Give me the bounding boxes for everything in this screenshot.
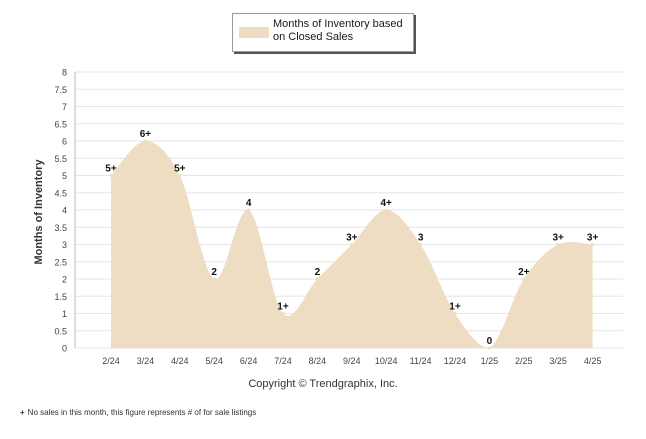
x-tick-label: 2/25 [515, 356, 533, 366]
data-label: 5+ [174, 164, 186, 175]
data-label: 2 [315, 267, 321, 278]
x-tick-label: 11/24 [410, 356, 432, 366]
y-tick-label: 6 [62, 137, 67, 147]
y-tick-label: 5 [62, 171, 67, 181]
data-point [453, 312, 457, 315]
y-tick-label: 7 [62, 102, 67, 112]
data-label: 0 [487, 336, 493, 347]
data-label: 5+ [105, 164, 117, 175]
data-point [281, 312, 285, 315]
data-point [178, 174, 182, 177]
legend: Months of Inventory based on Closed Sale… [232, 13, 414, 52]
x-tick-label: 1/25 [481, 356, 499, 366]
x-tick-label: 2/24 [102, 356, 120, 366]
data-label: 2 [211, 267, 217, 278]
footnote-text: No sales in this month, this figure repr… [27, 408, 257, 417]
data-point [384, 208, 388, 212]
y-tick-label: 1 [62, 309, 67, 319]
footnote: + No sales in this month, this figure rep… [20, 408, 256, 417]
data-point [109, 174, 113, 177]
data-label: 1+ [449, 302, 461, 313]
data-point [487, 346, 491, 350]
legend-label: Months of Inventory based on Closed Sale… [273, 18, 403, 43]
y-tick-label: 2.5 [54, 257, 67, 267]
x-tick-label: 8/24 [309, 356, 327, 366]
y-tick-label: 3.5 [54, 223, 67, 233]
x-tick-label: 9/24 [343, 356, 361, 366]
y-tick-label: 1.5 [54, 292, 67, 302]
data-label: 3+ [587, 233, 599, 244]
y-tick-label: 4.5 [54, 188, 67, 198]
data-label: 1+ [277, 302, 289, 313]
data-label: 3+ [346, 233, 358, 244]
y-tick-label: 0.5 [54, 326, 67, 336]
data-point [143, 139, 147, 143]
y-tick-label: 7.5 [54, 85, 67, 95]
y-tick-label: 4 [62, 206, 67, 216]
data-point [556, 243, 560, 246]
copyright-text: Copyright © Trendgraphix, Inc. [248, 378, 398, 390]
x-tick-label: 4/25 [584, 356, 602, 366]
data-point [522, 277, 526, 281]
y-tick-label: 6.5 [54, 119, 67, 129]
y-tick-label: 3 [62, 240, 67, 250]
data-label: 4 [246, 198, 252, 209]
y-tick-label: 2 [62, 275, 67, 285]
x-tick-label: 10/24 [375, 356, 398, 366]
x-tick-label: 12/24 [444, 356, 467, 366]
y-tick-label: 8 [62, 68, 67, 78]
data-point [315, 277, 319, 281]
data-point [247, 208, 251, 212]
x-tick-label: 5/24 [205, 356, 223, 366]
x-tick-label: 3/24 [137, 356, 155, 366]
data-point [212, 277, 216, 281]
legend-swatch [239, 27, 269, 38]
x-tick-label: 6/24 [240, 356, 258, 366]
y-axis-title: Months of Inventory [33, 159, 45, 265]
x-tick-label: 4/24 [171, 356, 189, 366]
data-label: 2+ [518, 267, 530, 278]
data-point [350, 243, 354, 246]
y-tick-label: 0 [62, 344, 67, 354]
data-label: 6+ [140, 129, 152, 140]
data-point [591, 243, 595, 246]
data-point [419, 243, 423, 246]
footnote-mark: + [20, 408, 25, 417]
data-label: 3+ [552, 233, 564, 244]
y-tick-label: 5.5 [54, 154, 67, 164]
data-label: 4+ [380, 198, 392, 209]
x-tick-label: 3/25 [549, 356, 567, 366]
x-tick-label: 7/24 [274, 356, 292, 366]
data-label: 3 [418, 233, 424, 244]
